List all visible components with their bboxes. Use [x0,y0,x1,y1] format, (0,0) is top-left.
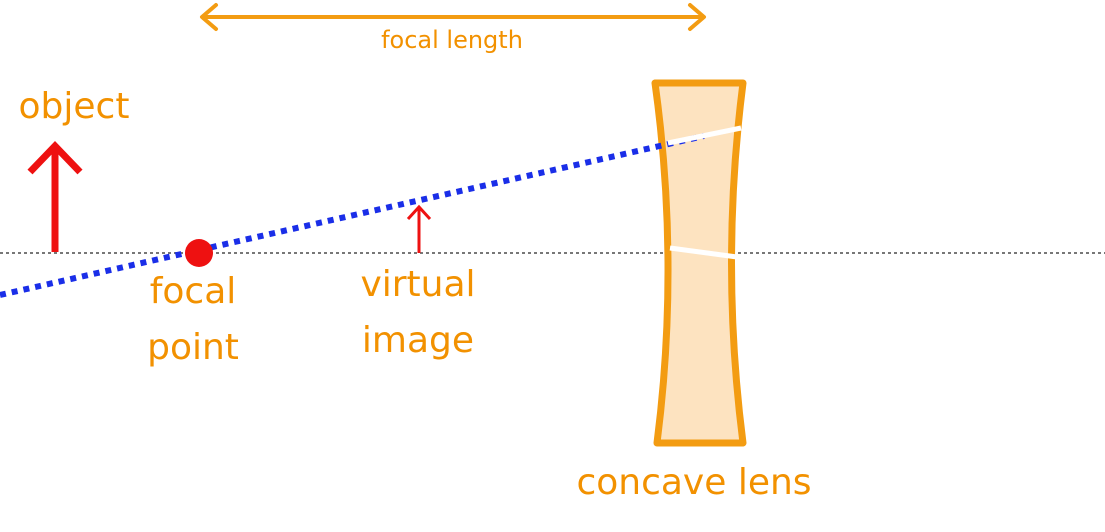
object-label: object [19,86,130,127]
virtual-image-label-line1: virtual [360,264,475,305]
light-ray [0,133,705,298]
ray-lens-break-upper [667,125,742,146]
focal-point-label-line1: focal [150,271,237,312]
focal-length-label: focal length [381,26,523,54]
object-arrow [27,140,83,252]
focal-point [185,239,213,267]
concave-lens-label: concave lens [576,462,811,503]
virtual-image-label-line2: image [362,320,474,361]
ray-lens-break-lower [669,245,738,260]
focal-length-arrow [200,3,706,31]
concave-lens [651,79,747,447]
virtual-image-arrow [406,204,432,253]
focal-point-label-line2: point [147,327,239,368]
